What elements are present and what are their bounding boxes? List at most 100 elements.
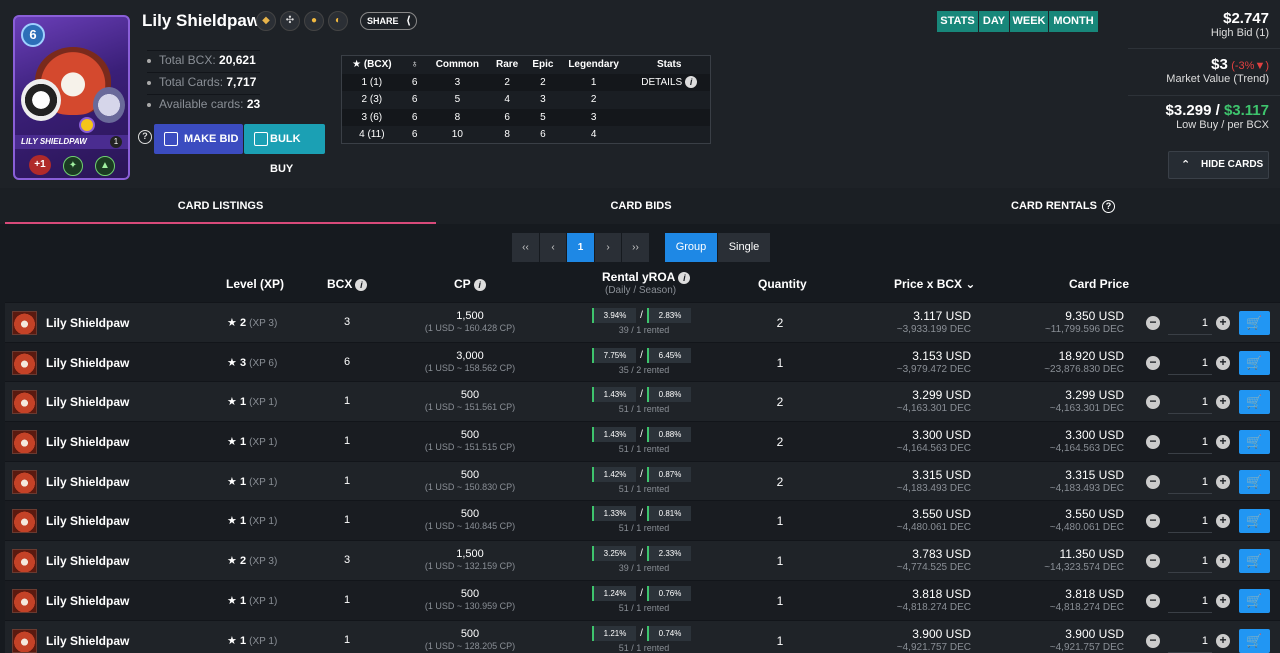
period-week-button[interactable]: WEEK xyxy=(1010,11,1048,32)
quantity-input[interactable]: 1 xyxy=(1168,351,1212,375)
prev-page-button[interactable]: ‹ xyxy=(540,233,566,262)
roa-daily: 1.21% xyxy=(592,625,636,641)
decrement-button[interactable]: − xyxy=(1146,435,1160,450)
table-row[interactable]: Lily Shieldpaw ★ 1 (XP 1) 1 500 (1 USD ~ 151… xyxy=(5,381,1280,422)
card-thumbnail[interactable] xyxy=(12,588,37,613)
level-cell: 4 (11) xyxy=(359,129,385,140)
period-month-button[interactable]: MONTH xyxy=(1049,11,1098,32)
card-thumbnail[interactable] xyxy=(12,390,37,415)
col-card-price[interactable]: Card Price xyxy=(1069,277,1130,291)
card-name[interactable]: Lily Shieldpaw xyxy=(46,316,130,330)
group-toggle[interactable]: Group xyxy=(665,233,717,262)
table-row[interactable]: Lily Shieldpaw ★ 1 (XP 1) 1 500 (1 USD ~ 140… xyxy=(5,500,1280,541)
add-to-cart-button[interactable]: 🛒 xyxy=(1239,549,1270,574)
add-to-cart-button[interactable]: 🛒 xyxy=(1239,509,1270,534)
increment-button[interactable]: + xyxy=(1216,435,1230,450)
col-rental-yroa[interactable]: Rental yROA i xyxy=(602,270,691,284)
quantity-input[interactable]: 1 xyxy=(1168,311,1212,335)
table-row[interactable]: Lily Shieldpaw ★ 1 (XP 1) 1 500 (1 USD ~ 128… xyxy=(5,619,1280,653)
share-button[interactable]: SHARE ⟨ xyxy=(360,12,417,30)
increment-button[interactable]: + xyxy=(1216,395,1230,410)
card-thumbnail[interactable] xyxy=(12,549,37,574)
card-name[interactable]: Lily Shieldpaw xyxy=(46,514,130,529)
card-thumbnail[interactable] xyxy=(12,628,37,653)
decrement-button[interactable]: − xyxy=(1146,474,1160,489)
col-quantity[interactable]: Quantity xyxy=(758,277,807,291)
add-to-cart-button[interactable]: 🛒 xyxy=(1239,390,1270,415)
decrement-button[interactable]: − xyxy=(1146,395,1160,410)
table-row[interactable]: Lily Shieldpaw ★ 1 (XP 1) 1 500 (1 USD ~ 151… xyxy=(5,421,1280,461)
table-row[interactable]: Lily Shieldpaw ★ 1 (XP 1) 1 500 (1 USD ~ 150… xyxy=(5,460,1280,501)
sort-down-icon: ⌄ xyxy=(965,277,976,291)
table-row[interactable]: Lily Shieldpaw ★ 1 (XP 1) 1 500 (1 USD ~ 130… xyxy=(5,579,1280,620)
next-page-button[interactable]: › xyxy=(595,233,621,262)
increment-button[interactable]: + xyxy=(1216,316,1230,330)
star-icon: ★ xyxy=(227,475,237,488)
add-to-cart-button[interactable]: 🛒 xyxy=(1239,469,1270,494)
card-name[interactable]: Lily Shieldpaw xyxy=(46,395,130,410)
col-level[interactable]: Level (XP) xyxy=(226,277,285,291)
add-to-cart-button[interactable]: 🛒 xyxy=(1239,311,1270,335)
rental-roa-cell: 3.25%/2.33% 39 / 1 rented xyxy=(592,546,696,573)
quantity-input[interactable]: 1 xyxy=(1168,509,1212,534)
tab-card-listings[interactable]: CARD LISTINGS xyxy=(5,188,436,224)
card-thumbnail[interactable] xyxy=(12,430,37,455)
period-day-button[interactable]: DAY xyxy=(979,11,1009,32)
col-bcx[interactable]: BCX i xyxy=(327,277,368,291)
hide-cards-button[interactable]: ⌃ HIDE CARDS xyxy=(1168,151,1269,179)
card-name[interactable]: Lily Shieldpaw xyxy=(46,355,130,370)
card-thumbnail[interactable] xyxy=(12,469,37,494)
details-link[interactable]: DETAILS i xyxy=(628,74,710,92)
help-icon[interactable]: ? xyxy=(138,130,152,144)
tab-card-rentals[interactable]: CARD RENTALS? xyxy=(846,188,1280,224)
increment-button[interactable]: + xyxy=(1216,514,1230,529)
increment-button[interactable]: + xyxy=(1216,474,1230,489)
quantity-input[interactable]: 1 xyxy=(1168,430,1212,455)
quantity-input[interactable]: 1 xyxy=(1168,549,1212,574)
bulk-buy-button[interactable]: BULK BUY xyxy=(244,124,325,175)
quantity-input[interactable]: 1 xyxy=(1168,589,1212,613)
col-cp[interactable]: CP i xyxy=(454,277,486,291)
increment-button[interactable]: + xyxy=(1216,633,1230,648)
increment-button[interactable]: + xyxy=(1216,593,1230,608)
decrement-button[interactable]: − xyxy=(1146,593,1160,608)
decrement-button[interactable]: − xyxy=(1146,355,1160,370)
first-page-button[interactable]: ‹‹ xyxy=(512,233,539,262)
card-name[interactable]: Lily Shieldpaw xyxy=(46,633,130,648)
card-name[interactable]: Lily Shieldpaw xyxy=(46,593,130,608)
card-name[interactable]: Lily Shieldpaw xyxy=(46,474,130,489)
decrement-button[interactable]: − xyxy=(1146,633,1160,648)
page-1-button[interactable]: 1 xyxy=(567,233,594,262)
table-row[interactable]: Lily Shieldpaw ★ 2 (XP 3) 3 1,500 (1 USD ~ 1… xyxy=(5,540,1280,580)
quantity-input[interactable]: 1 xyxy=(1168,629,1212,653)
total-cards-label: Total Cards: xyxy=(159,75,224,89)
single-toggle[interactable]: Single xyxy=(718,233,770,262)
card-thumbnail[interactable] xyxy=(12,350,37,375)
increment-button[interactable]: + xyxy=(1216,554,1230,569)
decrement-button[interactable]: − xyxy=(1146,514,1160,529)
rarity-gem-icon xyxy=(79,117,95,133)
quantity-input[interactable]: 1 xyxy=(1168,390,1212,415)
period-stats-button[interactable]: STATS xyxy=(937,11,978,32)
decrement-button[interactable]: − xyxy=(1146,316,1160,330)
tab-card-bids[interactable]: CARD BIDS xyxy=(610,200,672,212)
trend-percent: (-3% xyxy=(1231,60,1255,72)
quantity-input[interactable]: 1 xyxy=(1168,470,1212,494)
card-thumbnail[interactable] xyxy=(12,311,37,335)
col-price-bcx[interactable]: Price x BCX ⌄ xyxy=(894,277,976,291)
add-to-cart-button[interactable]: 🛒 xyxy=(1239,350,1270,375)
last-page-button[interactable]: ›› xyxy=(622,233,649,262)
level-table-header: Epic xyxy=(532,59,554,70)
add-to-cart-button[interactable]: 🛒 xyxy=(1239,628,1270,653)
make-bid-button[interactable]: MAKE BID xyxy=(154,124,243,154)
card-name[interactable]: Lily Shieldpaw xyxy=(46,554,130,569)
add-to-cart-button[interactable]: 🛒 xyxy=(1239,430,1270,455)
decrement-button[interactable]: − xyxy=(1146,554,1160,569)
add-to-cart-button[interactable]: 🛒 xyxy=(1239,588,1270,613)
roa-daily: 1.42% xyxy=(592,466,636,482)
table-row[interactable]: Lily Shieldpaw ★ 2 (XP 3) 3 1,500 (1 USD ~ 1… xyxy=(5,302,1280,342)
card-thumbnail[interactable] xyxy=(12,509,37,534)
table-row[interactable]: Lily Shieldpaw ★ 3 (XP 6) 6 3,000 (1 USD ~ 1… xyxy=(5,341,1280,382)
increment-button[interactable]: + xyxy=(1216,355,1230,370)
card-name[interactable]: Lily Shieldpaw xyxy=(46,435,130,450)
